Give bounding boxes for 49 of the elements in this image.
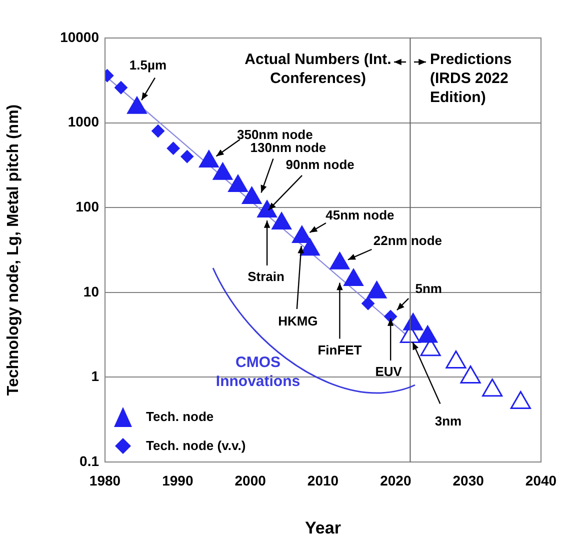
point bbox=[198, 150, 219, 168]
annotation: Actual Numbers (Int. Conferences) bbox=[244, 51, 392, 88]
annotation: 22nm node bbox=[373, 232, 442, 248]
point bbox=[403, 312, 424, 330]
x-tick-label: 2000 bbox=[234, 472, 266, 488]
annotation: 130nm node bbox=[250, 140, 326, 156]
point bbox=[242, 186, 262, 204]
annotation: 90nm node bbox=[286, 157, 354, 172]
point bbox=[446, 350, 466, 369]
x-tick-label: 2030 bbox=[452, 472, 484, 488]
point bbox=[126, 96, 147, 114]
annotation: HKMG bbox=[278, 314, 318, 329]
point bbox=[366, 280, 387, 298]
point bbox=[418, 325, 438, 343]
annotation: Strain bbox=[248, 269, 285, 284]
point bbox=[300, 238, 320, 256]
annotation: Predictions (IRDS 2022 Edition) bbox=[430, 51, 512, 106]
annotation: FinFET bbox=[318, 342, 362, 358]
legend-label: Tech. node (v.v.) bbox=[146, 438, 246, 453]
annotation: CMOS Innovations bbox=[216, 354, 300, 390]
point bbox=[257, 200, 278, 218]
y-axis-title: Technology node, Lg, Metal pitch (nm) bbox=[5, 104, 22, 396]
x-axis-title: Year bbox=[305, 518, 342, 538]
x-tick-label: 1990 bbox=[162, 472, 194, 488]
point bbox=[510, 390, 531, 409]
point bbox=[228, 174, 248, 192]
annotation: EUV bbox=[375, 364, 402, 380]
y-tick-label: 1 bbox=[91, 368, 100, 384]
annotation: 5nm bbox=[415, 281, 442, 296]
annotation: 45nm node bbox=[326, 208, 394, 223]
y-tick-label: 1000 bbox=[68, 114, 100, 130]
y-tick-label: 10000 bbox=[60, 28, 100, 45]
point bbox=[272, 212, 292, 230]
point bbox=[460, 365, 481, 384]
annotation: 3nm bbox=[434, 413, 462, 428]
y-tick-label: 100 bbox=[76, 198, 100, 214]
x-tick-label: 2010 bbox=[307, 472, 339, 488]
point bbox=[330, 252, 350, 270]
annotation: 1.5µm bbox=[129, 57, 167, 72]
y-tick-label: 10 bbox=[83, 283, 100, 300]
point bbox=[343, 268, 364, 286]
x-tick-label: 1980 bbox=[89, 472, 121, 488]
point bbox=[212, 162, 233, 180]
annotation: 350nm node bbox=[236, 127, 313, 142]
x-tick-label: 2040 bbox=[525, 472, 557, 488]
legend-label: Tech. node bbox=[146, 409, 214, 424]
x-tick-label: 2020 bbox=[380, 472, 412, 488]
point bbox=[482, 378, 503, 397]
y-tick-label: 0.1 bbox=[80, 452, 100, 469]
